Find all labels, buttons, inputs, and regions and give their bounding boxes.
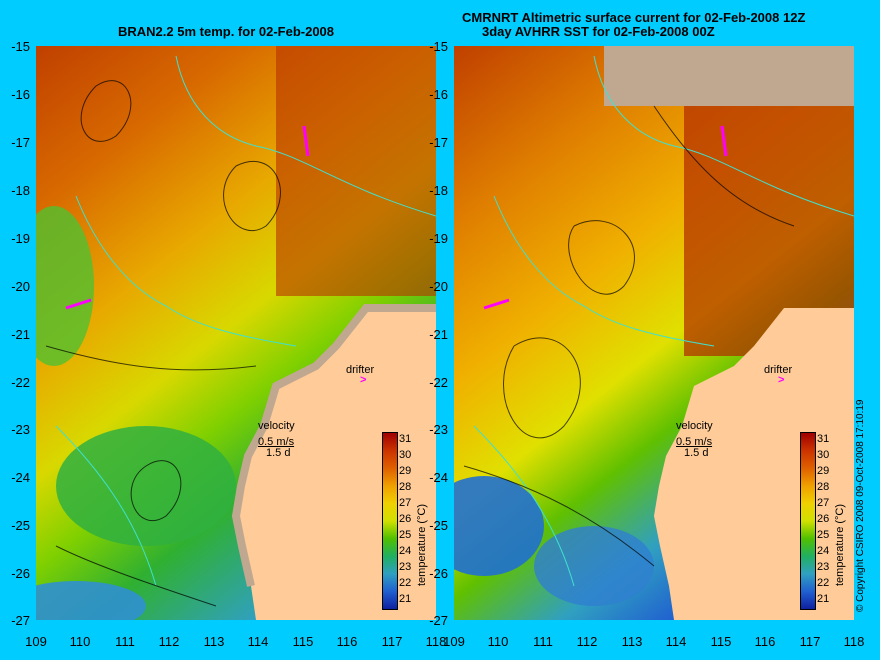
y-tick: -15 <box>429 39 448 54</box>
colorbar-tick: 29 <box>817 465 830 477</box>
y-tick: -24 <box>11 470 30 485</box>
colorbar-tick: 31 <box>817 433 830 445</box>
y-tick: -17 <box>429 135 448 150</box>
right-panel-title-line2: 3day AVHRR SST for 02-Feb-2008 00Z <box>482 24 715 39</box>
x-tick: 114 <box>247 634 269 649</box>
y-tick: -20 <box>11 279 30 294</box>
drifter-label: drifter <box>764 364 793 376</box>
velocity-label: velocity <box>258 420 295 432</box>
x-tick: 114 <box>665 634 687 649</box>
colorbar-title: temperature (°C) <box>416 503 428 586</box>
x-tick: 111 <box>115 634 135 649</box>
colorbar-tick: 30 <box>399 449 412 461</box>
x-tick: 116 <box>754 634 776 649</box>
y-tick: -18 <box>11 183 30 198</box>
y-tick: -17 <box>11 135 30 150</box>
y-tick: -21 <box>11 327 30 342</box>
x-tick: 109 <box>25 634 47 649</box>
colorbar <box>382 432 398 610</box>
colorbar-tick: 24 <box>399 545 412 557</box>
y-tick: -22 <box>429 375 448 390</box>
y-tick: -25 <box>429 518 448 533</box>
y-tick: -23 <box>11 422 30 437</box>
x-tick: 113 <box>203 634 225 649</box>
velocity-scale: 0.5 m/s <box>258 436 295 448</box>
velocity-time: 1.5 d <box>684 447 709 459</box>
copyright-notice: © Copyright CSIRO 2008 09-Oct-2008 17:10… <box>855 399 866 613</box>
y-tick: -24 <box>429 470 448 485</box>
colorbar-tick: 29 <box>399 465 412 477</box>
colorbar-tick: 25 <box>399 529 412 541</box>
x-tick: 112 <box>576 634 598 649</box>
drifter-arrow-icon: > <box>778 374 785 386</box>
y-tick: -27 <box>11 613 30 628</box>
y-tick: -22 <box>11 375 30 390</box>
y-tick: -25 <box>11 518 30 533</box>
velocity-label: velocity <box>676 420 713 432</box>
x-tick: 111 <box>533 634 553 649</box>
drifter-label: drifter <box>346 364 375 376</box>
drifter-arrow-icon: > <box>360 374 367 386</box>
colorbar-tick: 23 <box>399 561 412 573</box>
colorbar-tick: 27 <box>817 497 830 509</box>
y-tick: -26 <box>11 566 30 581</box>
colorbar-tick: 23 <box>817 561 830 573</box>
y-tick: -21 <box>429 327 448 342</box>
x-tick: 109 <box>443 634 465 649</box>
right-map <box>454 46 854 620</box>
x-tick: 115 <box>710 634 732 649</box>
colorbar-tick: 25 <box>817 529 830 541</box>
right-panel-title-line1: CMRNRT Altimetric surface current for 02… <box>462 10 806 25</box>
y-tick: -15 <box>11 39 30 54</box>
velocity-scale: 0.5 m/s <box>676 436 713 448</box>
x-tick: 115 <box>292 634 314 649</box>
x-tick: 117 <box>381 634 403 649</box>
x-tick: 110 <box>69 634 91 649</box>
colorbar-tick: 24 <box>817 545 830 557</box>
x-tick: 116 <box>336 634 358 649</box>
colorbar-tick: 21 <box>399 593 412 605</box>
y-tick: -16 <box>11 87 30 102</box>
colorbar-tick: 28 <box>817 481 830 493</box>
y-tick: -27 <box>429 613 448 628</box>
colorbar-tick: 26 <box>399 513 412 525</box>
colorbar-tick: 26 <box>817 513 830 525</box>
x-tick: 110 <box>487 634 509 649</box>
x-tick: 118 <box>843 634 865 649</box>
y-tick: -23 <box>429 422 448 437</box>
colorbar-title: temperature (°C) <box>834 503 846 586</box>
colorbar-tick: 22 <box>399 577 412 589</box>
y-tick: -18 <box>429 183 448 198</box>
colorbar-tick: 21 <box>817 593 830 605</box>
y-tick: -19 <box>429 231 448 246</box>
colorbar-tick: 27 <box>399 497 412 509</box>
colorbar-tick: 31 <box>399 433 412 445</box>
velocity-time: 1.5 d <box>266 447 291 459</box>
colorbar <box>800 432 816 610</box>
left-panel-title: BRAN2.2 5m temp. for 02-Feb-2008 <box>118 24 335 39</box>
y-tick: -19 <box>11 231 30 246</box>
colorbar-tick: 22 <box>817 577 830 589</box>
left-map <box>36 46 436 620</box>
colorbar-tick: 28 <box>399 481 412 493</box>
x-tick: 118 <box>425 634 447 649</box>
y-tick: -16 <box>429 87 448 102</box>
x-tick: 112 <box>158 634 180 649</box>
colorbar-tick: 30 <box>817 449 830 461</box>
x-tick: 113 <box>621 634 643 649</box>
y-tick: -20 <box>429 279 448 294</box>
x-tick: 117 <box>799 634 821 649</box>
y-tick: -26 <box>429 566 448 581</box>
